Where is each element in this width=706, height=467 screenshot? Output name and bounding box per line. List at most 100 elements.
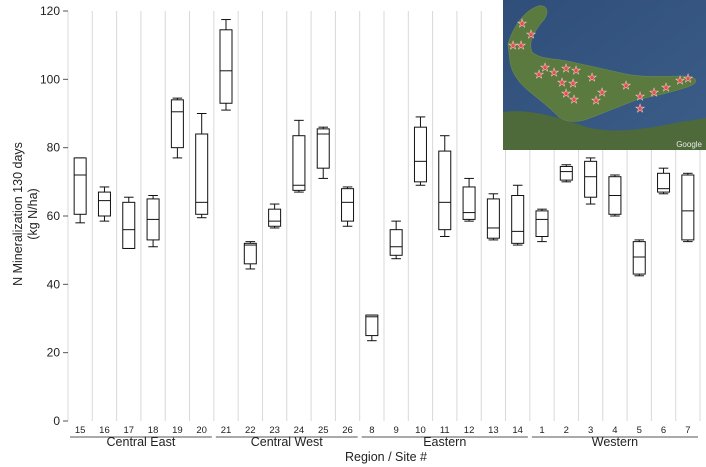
star-marker: ★ [508,40,518,52]
inset-map: ★ ★ ★ ★ ★ ★ ★ ★ ★ ★ ★ ★ ★ ★ ★ ★ ★ ★ ★ ★ [503,0,706,150]
y-tick-label: 100 [40,72,60,86]
star-marker: ★ [683,73,693,85]
box-plot-site-18 [146,195,160,248]
iqr-box [122,201,136,249]
region-label: Central East [107,435,176,449]
region-label: Central West [251,435,324,449]
site-label: 18 [148,425,159,436]
box-plot-site-11 [438,135,452,237]
iqr-box [219,29,233,104]
y-tick-label: 80 [47,141,61,155]
iqr-box [292,135,306,191]
box-plot-site-3 [584,157,598,205]
site-label: 16 [99,425,110,436]
star-marker: ★ [526,29,536,41]
iqr-box [268,208,282,227]
site-label: 20 [196,425,207,436]
site-label: 5 [637,425,642,436]
iqr-box [97,191,111,217]
box-plot-site-5 [632,239,646,277]
y-axis-title-line1: N Mineralization 130 days [11,142,25,286]
star-marker: ★ [661,82,671,94]
box-plot-site-17 [122,196,136,249]
box-plot-site-2 [559,164,573,183]
y-axis-title-line2: (kg N/ha) [26,188,40,239]
site-label: 25 [318,425,329,436]
star-marker: ★ [549,67,559,79]
site-label: 7 [685,425,690,436]
star-marker: ★ [597,87,607,99]
y-tick-label: 20 [47,346,61,360]
box-plot-site-10 [413,116,427,186]
iqr-box [511,195,525,244]
box-plot-site-19 [170,97,184,159]
iqr-box [657,172,671,193]
box-plot-site-24 [292,119,306,193]
y-tick-label: 120 [40,4,60,18]
box-plot-site-15 [73,157,87,224]
site-label: 17 [123,425,134,436]
site-label: 9 [394,425,399,436]
iqr-box [341,188,355,222]
iqr-box [559,165,573,181]
y-axis: 0 20 40 60 80 100 120 [40,4,68,428]
iqr-box [413,126,427,183]
site-label: 11 [440,425,450,436]
box-plot-site-16 [97,186,111,222]
star-marker: ★ [635,103,645,115]
site-label: 4 [612,425,617,436]
site-label: 26 [342,425,353,436]
box-plot-site-26 [341,186,355,227]
star-marker: ★ [540,62,550,74]
iqr-box [535,210,549,237]
y-tick-label: 0 [53,414,60,428]
box-plot-site-21 [219,19,233,111]
star-marker: ★ [675,75,685,87]
site-label: 10 [415,425,426,436]
y-tick-label: 60 [47,209,61,223]
star-marker: ★ [557,77,567,89]
site-label: 2 [564,425,569,436]
star-marker: ★ [571,65,581,77]
box-plot-site-6 [657,167,671,195]
box-plot-site-9 [389,220,403,260]
star-marker: ★ [516,40,526,52]
iqr-box [632,241,646,275]
site-label: 12 [464,425,475,436]
region-label: Eastern [423,435,466,449]
site-label: 8 [369,425,374,436]
island-land [507,5,696,122]
box-plot-site-25 [316,126,330,179]
region-label: Western [592,435,638,449]
iqr-box [486,198,500,239]
star-marker: ★ [635,91,645,103]
star-marker: ★ [561,63,571,75]
box-plot-site-8 [365,314,379,342]
box-plot-site-14 [511,184,525,246]
iqr-box [681,174,695,241]
iqr-box [195,133,209,215]
star-marker: ★ [569,94,579,106]
star-marker: ★ [649,87,659,99]
grid-layer [67,11,701,421]
iqr-box [170,99,184,149]
star-marker: ★ [517,18,527,30]
iqr-box [73,157,87,215]
site-label: 15 [75,425,86,436]
site-label: 3 [588,425,593,436]
site-label: 6 [661,425,666,436]
mainland-land [503,111,706,150]
box-plot-site-1 [535,208,549,243]
site-label: 23 [269,425,280,436]
site-label: 13 [488,425,499,436]
iqr-box [365,314,379,337]
box-plot-site-20 [195,113,209,219]
iqr-box [462,186,476,220]
box-plot-site-4 [608,174,622,217]
inset-site-markers: ★ ★ ★ ★ ★ ★ ★ ★ ★ ★ ★ ★ ★ ★ ★ ★ ★ ★ ★ ★ [508,18,694,116]
site-label: 24 [294,425,305,436]
star-marker: ★ [587,72,597,84]
iqr-box [584,160,598,198]
box-plot-site-13 [486,193,500,241]
